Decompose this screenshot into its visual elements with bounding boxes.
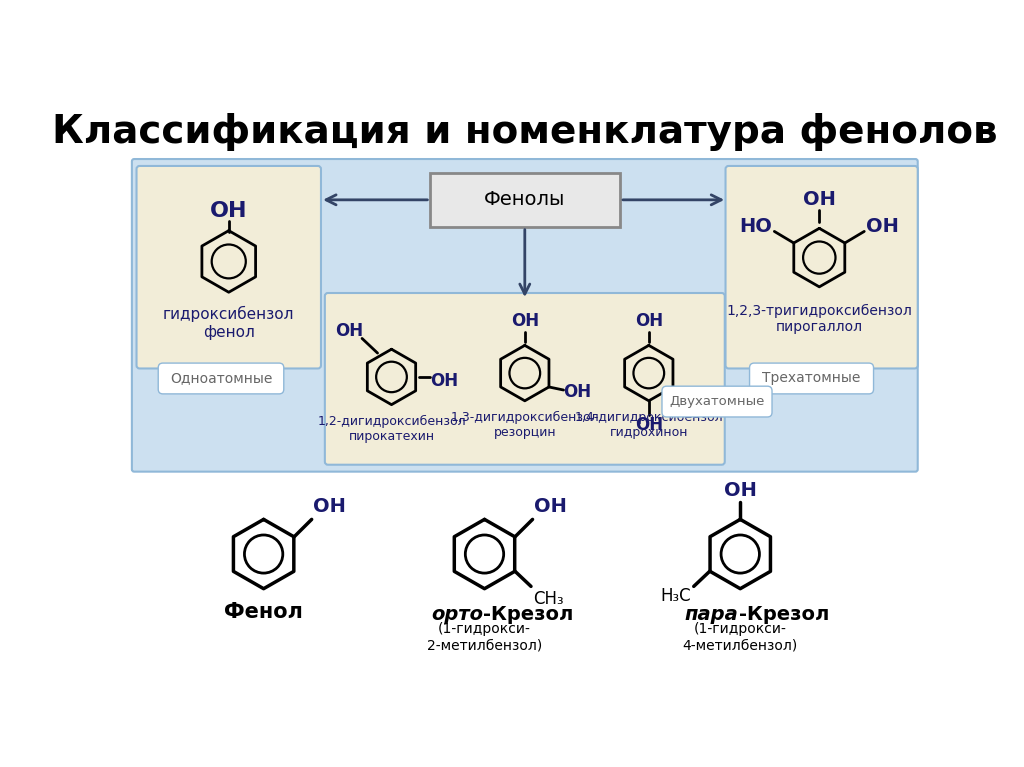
Text: OH: OH [724, 482, 757, 500]
Text: -Крезол: -Крезол [738, 604, 829, 624]
Text: OH: OH [803, 190, 836, 209]
Text: OH: OH [866, 217, 899, 236]
Text: Фенолы: Фенолы [484, 190, 565, 209]
Text: Трехатомные: Трехатомные [762, 371, 861, 386]
Text: (1-гидрокси-
4-метилбензол): (1-гидрокси- 4-метилбензол) [683, 622, 798, 652]
Text: 1,4-дигидроксибензол
гидрохинон: 1,4-дигидроксибензол гидрохинон [574, 410, 723, 439]
Text: OH: OH [511, 311, 539, 330]
Text: 1,3-дигидроксибензол
резорцин: 1,3-дигидроксибензол резорцин [451, 410, 599, 439]
Text: орто: орто [431, 604, 483, 624]
FancyBboxPatch shape [132, 159, 918, 472]
FancyBboxPatch shape [325, 293, 725, 465]
Text: (1-гидрокси-
2-метилбензол): (1-гидрокси- 2-метилбензол) [427, 622, 542, 652]
Text: Фенол: Фенол [224, 602, 303, 622]
Text: OH: OH [534, 497, 567, 515]
Text: OH: OH [563, 384, 592, 401]
Text: OH: OH [210, 202, 248, 222]
Text: Одноатомные: Одноатомные [170, 371, 272, 386]
Text: H₃C: H₃C [660, 588, 691, 605]
Text: гидроксибензол
фенол: гидроксибензол фенол [163, 306, 295, 340]
Text: Классификация и номенклатура фенолов: Классификация и номенклатура фенолов [52, 113, 997, 151]
Text: 1,2-дигидроксибензол
пирокатехин: 1,2-дигидроксибензол пирокатехин [317, 415, 466, 443]
FancyBboxPatch shape [136, 166, 321, 368]
FancyBboxPatch shape [430, 173, 621, 227]
Text: 1,2,3-тригидроксибензол
пирогаллол: 1,2,3-тригидроксибензол пирогаллол [726, 304, 912, 334]
Text: OH: OH [313, 497, 346, 515]
Text: OH: OH [430, 372, 459, 390]
FancyBboxPatch shape [662, 386, 772, 417]
Text: OH: OH [335, 321, 362, 340]
Text: пара: пара [685, 604, 738, 624]
Text: CH₃: CH₃ [534, 590, 564, 607]
Text: OH: OH [635, 416, 663, 434]
FancyBboxPatch shape [159, 363, 284, 394]
Text: Двухатомные: Двухатомные [670, 395, 765, 408]
Text: -Крезол: -Крезол [483, 604, 573, 624]
FancyBboxPatch shape [726, 166, 918, 368]
Text: HO: HO [739, 217, 772, 236]
Text: OH: OH [635, 311, 663, 330]
FancyBboxPatch shape [750, 363, 873, 394]
